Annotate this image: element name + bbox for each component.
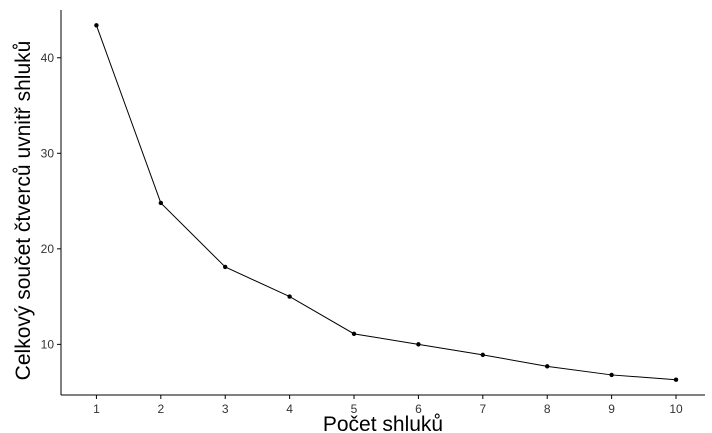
- data-point: [287, 294, 292, 299]
- data-series: [94, 23, 679, 382]
- x-tick-label: 6: [415, 402, 422, 416]
- y-tick-label: 30: [41, 146, 55, 160]
- x-tick-label: 9: [608, 402, 615, 416]
- axes: [60, 10, 705, 396]
- x-tick-label: 3: [222, 402, 229, 416]
- data-point: [351, 331, 357, 337]
- x-tick-label: 5: [351, 402, 358, 416]
- y-tick-label: 10: [41, 337, 55, 351]
- x-tick-label: 4: [286, 402, 293, 416]
- y-axis-ticks: 10 20 30 40: [41, 51, 61, 351]
- data-point: [545, 364, 550, 369]
- data-point: [158, 200, 164, 206]
- y-axis-title: Celkový součet čtverců uvnitř shluků: [12, 41, 35, 381]
- data-point: [480, 352, 486, 358]
- x-axis-ticks: 1 2 3 4 5 6 7 8 9 10: [93, 395, 683, 416]
- y-tick-label: 40: [41, 51, 55, 65]
- data-point: [223, 264, 228, 270]
- y-tick-label: 20: [41, 242, 55, 256]
- data-point: [609, 372, 614, 378]
- x-tick-label: 7: [479, 402, 486, 416]
- x-tick-label: 8: [544, 402, 551, 416]
- x-tick-label: 2: [157, 402, 164, 416]
- x-tick-label: 1: [93, 402, 100, 416]
- x-axis-title: Počet shluků: [323, 413, 443, 433]
- x-tick-label: 10: [669, 402, 683, 416]
- data-point: [673, 377, 679, 382]
- data-point: [416, 342, 421, 347]
- series-line: [95, 25, 677, 381]
- data-point: [94, 23, 99, 28]
